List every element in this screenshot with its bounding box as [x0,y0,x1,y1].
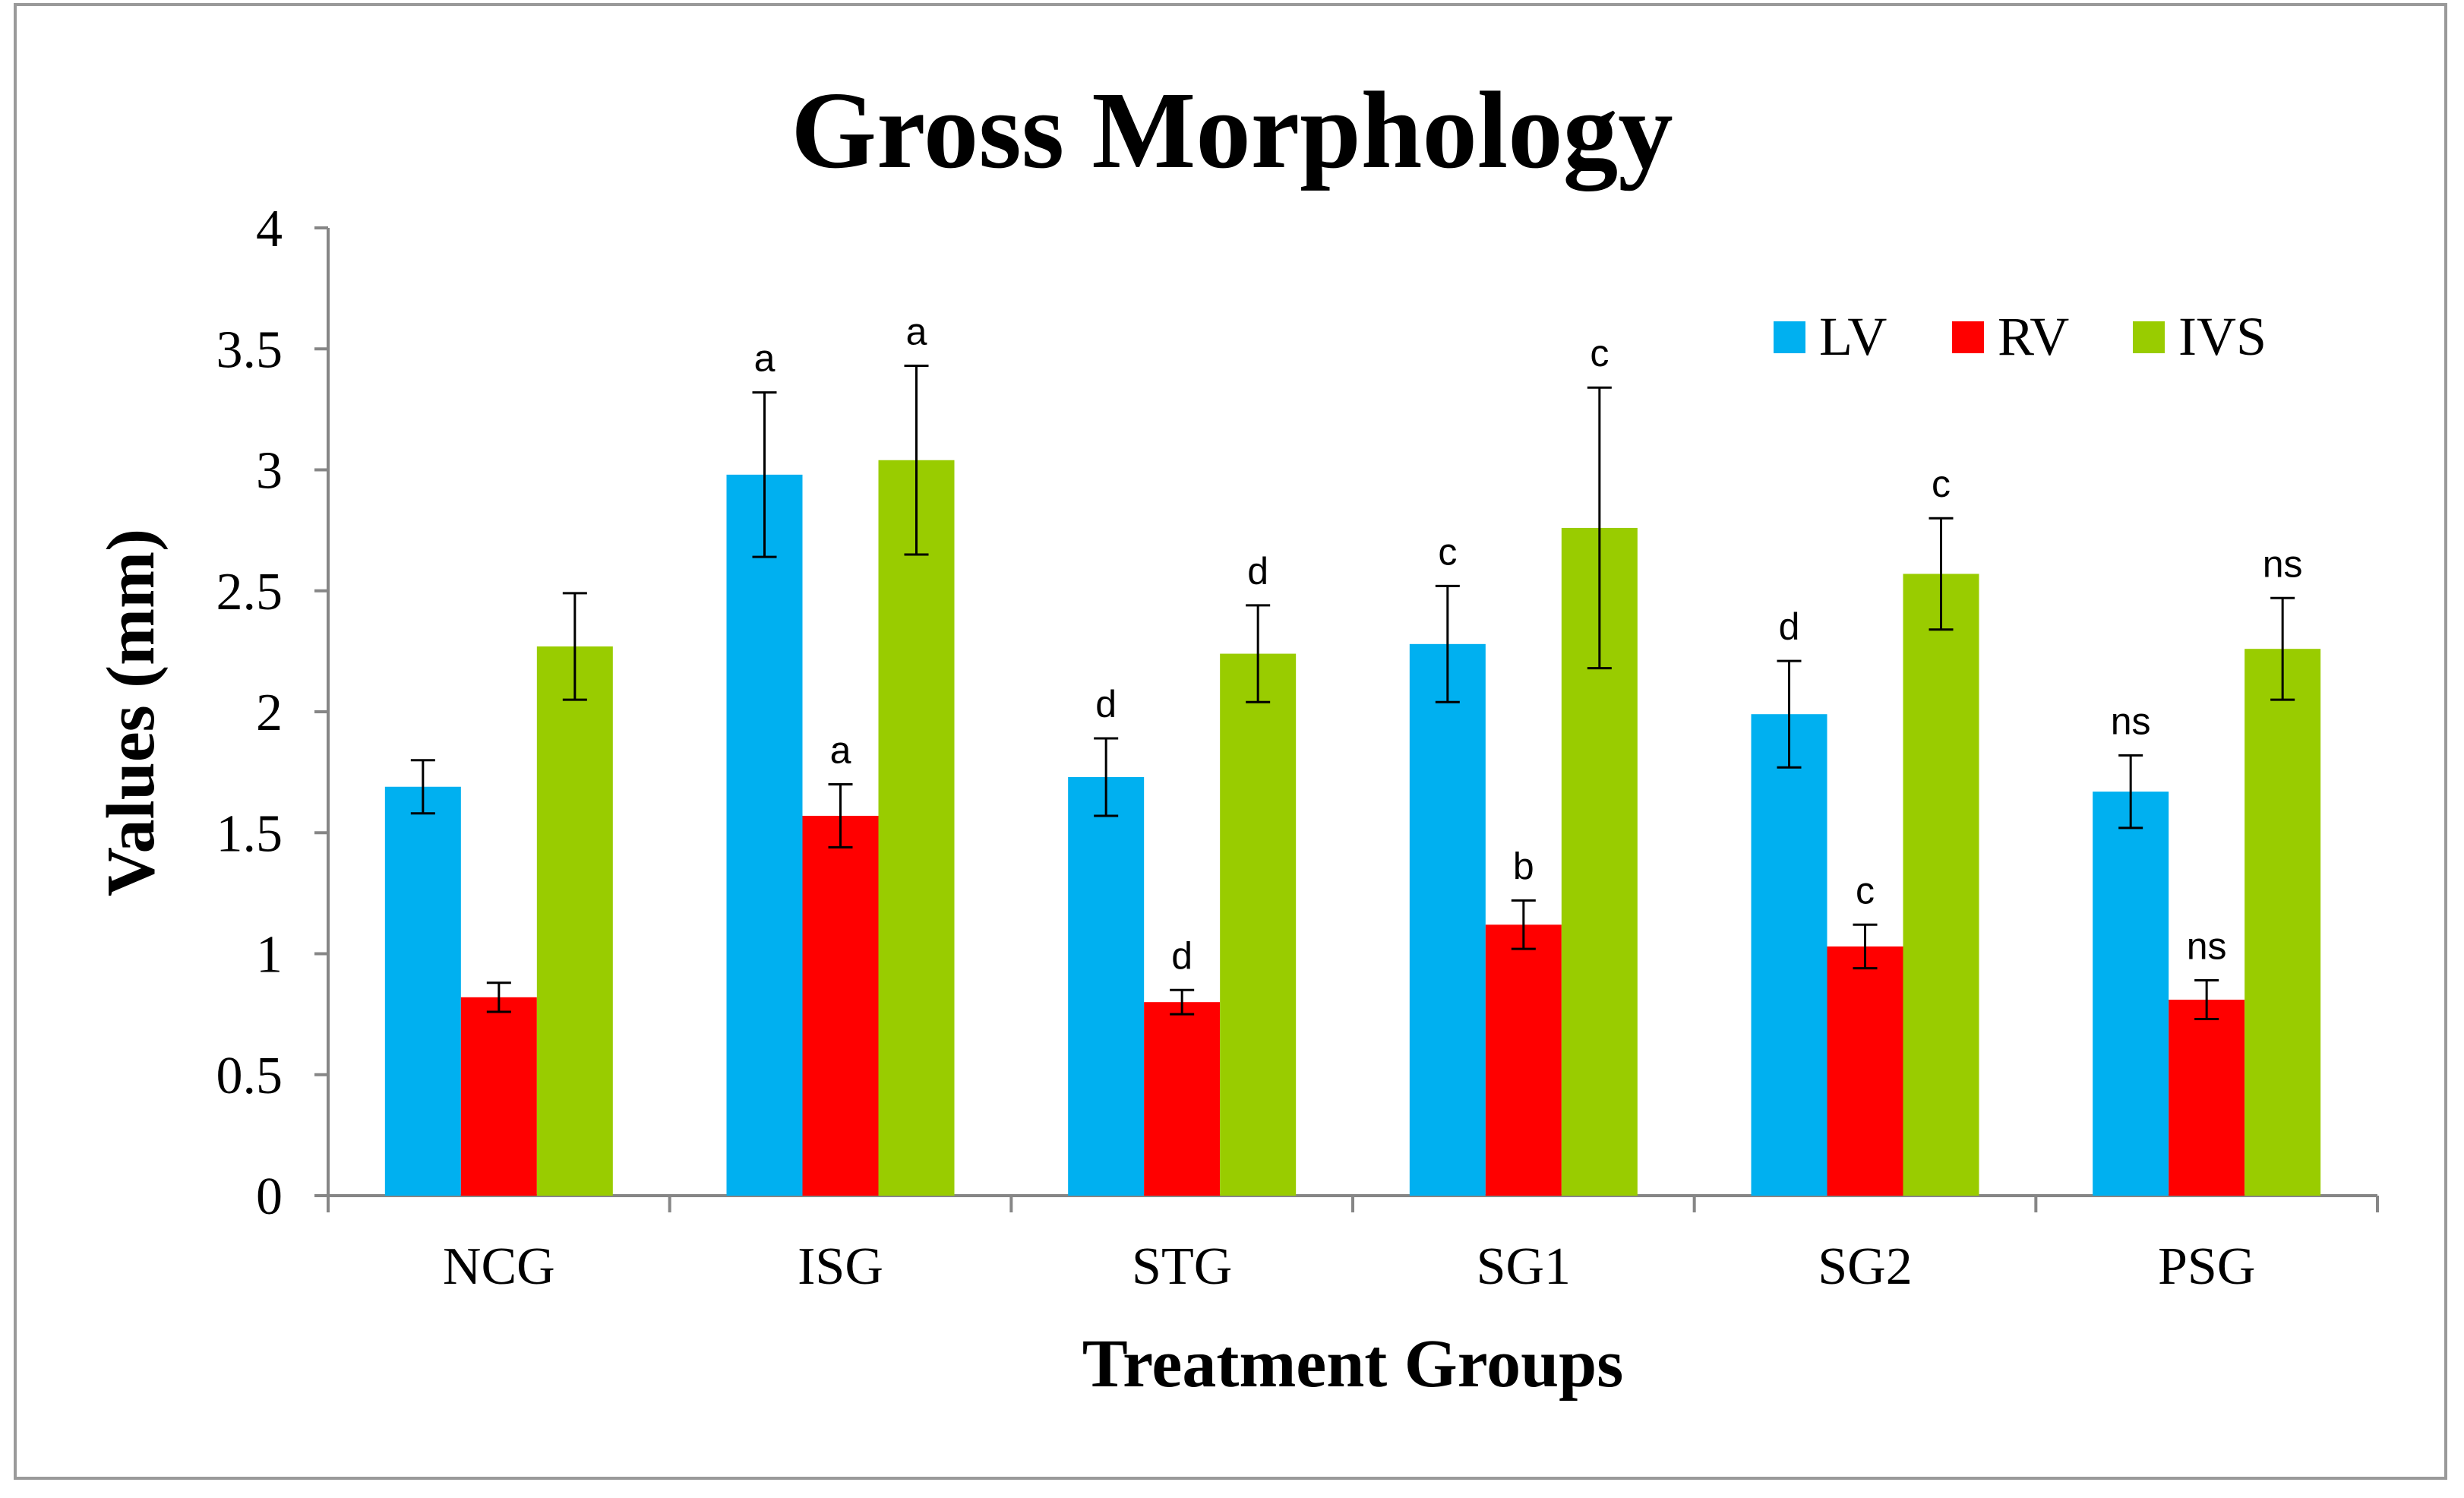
bar-LV-NCG [384,786,461,1196]
legend-label-IVS: IVS [2178,306,2267,367]
y-tick-label: 2 [256,684,283,742]
x-tick-label: ISG [798,1237,883,1296]
x-axis-title: Treatment Groups [1082,1326,1624,1402]
x-tick-label: NCG [443,1237,555,1296]
x-tick-label: PSG [2158,1237,2255,1296]
y-tick-label: 4 [256,200,283,258]
bar-IVS-STG [1220,653,1297,1196]
bar-RV-STG [1144,1002,1221,1196]
legend-swatch-RV [1952,321,1984,353]
significance-label: a [906,311,927,353]
chart-title: Gross Morphology [791,70,1673,191]
bar-RV-ISG [802,815,879,1196]
y-tick-label: 3 [256,442,283,501]
bar-LV-ISG [726,474,803,1196]
x-tick-label: STG [1132,1237,1232,1296]
bar-LV-PSG [2093,792,2169,1196]
significance-label: d [1779,605,1800,648]
legend: LV RV IVS [1774,306,2267,367]
significance-label: c [1438,530,1457,573]
y-axis: 0 0.5 1 1.5 2 2.5 3 3.5 4 [216,200,330,1226]
bar-IVS-SG2 [1903,574,1979,1196]
significance-label: c [1590,332,1609,374]
bar-IVS-NCG [536,646,613,1196]
legend-swatch-IVS [2133,321,2165,353]
bar-IVS-ISG [878,460,955,1196]
significance-label: ns [2187,925,2227,968]
legend-label-LV: LV [1819,306,1887,367]
significance-label: d [1247,550,1268,593]
bar-IVS-PSG [2244,649,2321,1196]
significance-label: d [1095,683,1117,725]
y-tick-label: 0.5 [216,1047,283,1105]
legend-label-RV: RV [1998,306,2069,367]
y-tick-label: 1 [256,926,283,984]
x-tick-label: SG1 [1477,1237,1571,1296]
x-axis: NCG ISG STG SG1 SG2 PSG [327,1194,2379,1296]
bar-RV-SG2 [1827,946,1903,1196]
significance-label: c [1932,463,1951,505]
y-tick-label: 2.5 [216,563,283,621]
bar-RV-SG1 [1485,924,1562,1196]
y-tick-label: 3.5 [216,321,283,379]
significance-label: a [830,729,851,772]
bar-LV-SG1 [1409,643,1486,1196]
significance-label: ns [2263,542,2303,585]
y-axis-title: Values (mm) [93,529,169,896]
significance-label: ns [2111,700,2151,742]
x-tick-label: SG2 [1818,1237,1912,1296]
bars: a d c d ns a d b c ns a d c c ns [384,311,2321,1196]
significance-label: c [1856,869,1875,912]
bar-LV-STG [1068,776,1145,1196]
bar-RV-PSG [2169,1000,2245,1196]
significance-label: a [754,337,776,380]
bar-RV-NCG [460,997,537,1196]
significance-label: d [1171,934,1193,977]
bar-LV-SG2 [1751,714,1827,1196]
y-tick-label: 0 [256,1168,283,1226]
legend-swatch-LV [1774,321,1805,353]
y-tick-label: 1.5 [216,804,283,863]
significance-label: b [1513,845,1534,887]
